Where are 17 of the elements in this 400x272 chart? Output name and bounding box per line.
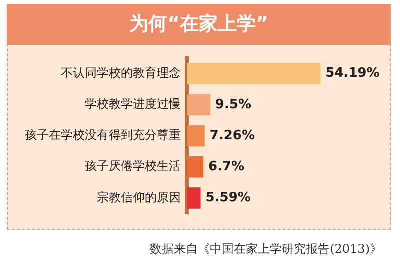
data-label: 6.7% xyxy=(208,159,245,174)
bar xyxy=(187,125,205,147)
data-label: 7.26% xyxy=(210,128,256,144)
data-label: 5.59% xyxy=(206,190,251,206)
text: 数据来自《中国在家上学研究报告(2013)》 xyxy=(149,241,382,258)
chart-title: 为何“在家上学” xyxy=(7,4,391,45)
data-label: 9.5% xyxy=(215,97,252,112)
bar xyxy=(187,188,201,209)
y-tick-label: 宗教信仰的原因 xyxy=(97,190,181,204)
bar xyxy=(187,63,321,84)
y-tick-label: 孩子厌倦学校生活 xyxy=(85,159,181,174)
y-tick-label: 学校教学进度过慢 xyxy=(85,97,181,112)
y-tick-label: 孩子在学校没有得到充分尊重 xyxy=(25,128,181,142)
data-label: 54.19% xyxy=(326,66,380,82)
bar xyxy=(187,156,204,178)
bar xyxy=(187,94,210,116)
y-tick-label: 不认同学校的教育理念 xyxy=(61,66,181,80)
